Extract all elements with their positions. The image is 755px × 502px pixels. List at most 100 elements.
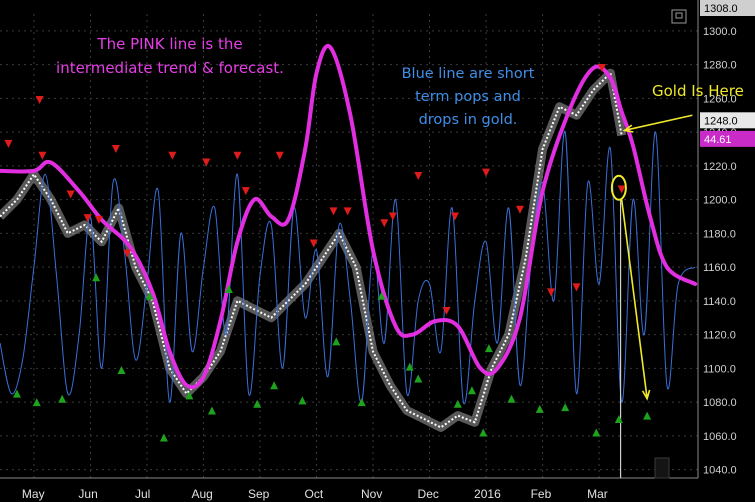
gold-position-note: Gold Is Here [652,82,744,100]
buy-marker [207,406,216,415]
sell-marker [241,187,250,196]
price-tag-indicator: 44.61 [704,134,732,146]
x-tick-label: Mar [587,487,608,501]
sell-marker [388,212,397,221]
sell-marker [617,185,626,194]
sell-marker [309,239,318,248]
y-tick-label: 1080.0 [703,397,737,409]
pink-trend-line [0,44,698,390]
sell-marker [4,139,13,148]
y-tick-label: 1060.0 [703,431,737,443]
x-tick-label: Dec [418,487,439,501]
price-tag-top-box [700,0,755,16]
buy-marker [332,337,341,346]
sell-marker [94,215,103,224]
y-tick-label: 1260.0 [703,93,737,105]
arrow-head [622,124,634,133]
buy-marker [117,366,126,375]
price-tag-current-box [700,112,755,129]
arrow-head [641,389,651,401]
price-tag-current: 1248.0 [704,115,738,127]
sell-marker [275,151,284,160]
buy-marker [467,386,476,395]
buy-marker [12,389,21,398]
buy-marker [32,398,41,407]
buy-marker [270,381,279,390]
buy-marker [479,428,488,437]
sell-marker [414,171,423,180]
y-tick-label: 1180.0 [703,228,736,240]
y-tick-label: 1300.0 [703,26,737,38]
x-tick-label: Oct [305,487,324,501]
y-tick-label: 1100.0 [703,363,736,375]
x-tick-label: Jul [135,487,150,501]
sell-marker [233,151,242,160]
sell-marker [343,207,352,216]
sell-marker [38,151,47,160]
buy-marker [507,394,516,403]
buy-marker [453,399,462,408]
gold-position-ellipse [610,174,627,201]
sell-marker [450,212,459,221]
buy-marker [405,362,414,371]
buy-marker [643,411,652,420]
y-tick-label: 1160.0 [703,262,736,274]
price-tag-indicator-box [700,130,755,147]
blue-line-note: Blue line are short term pops and drops … [401,66,535,128]
buy-marker [298,396,307,405]
x-tick-label: Nov [361,487,382,501]
x-tick-label: 2016 [474,487,501,501]
pink-line-note: The PINK line is the intermediate trend … [56,35,284,77]
sell-marker [597,63,606,72]
buy-marker [159,433,168,442]
y-tick-label: 1140.0 [703,296,736,308]
buy-marker [377,291,386,300]
buy-marker [224,285,233,294]
gold-pointer-arrow [624,114,693,132]
y-tick-label: 1120.0 [703,330,736,342]
buy-marker [92,273,101,282]
sell-marker [83,214,92,223]
x-tick-label: Aug [191,487,212,501]
buy-marker [561,403,570,412]
sell-marker [111,144,120,153]
buy-marker [185,391,194,400]
forecast-arrow [620,199,648,399]
sell-marker [66,190,75,199]
price-tag-top: 1308.0 [704,3,738,15]
x-tick-label: Sep [248,487,270,501]
buy-marker [357,398,366,407]
sell-marker [35,96,44,105]
sell-marker [329,207,338,216]
sell-marker [168,151,177,160]
restore-window-icon-inner [675,12,683,19]
y-tick-label: 1200.0 [703,195,737,207]
buy-marker [58,394,67,403]
y-tick-label: 1280.0 [703,60,737,72]
x-tick-label: May [22,487,45,501]
buy-marker [535,404,544,413]
sell-marker [482,168,491,177]
sell-marker [202,158,211,167]
x-tick-label: Jun [78,487,97,501]
y-tick-label: 1040.0 [703,465,737,477]
buy-marker [484,344,493,353]
x-tick-label: Feb [531,487,552,501]
buy-marker [414,374,423,383]
buy-marker [592,428,601,437]
sell-marker [123,249,132,258]
price-bars-line [0,72,623,429]
sell-marker [572,283,581,292]
buy-marker [145,291,154,300]
buy-marker [253,399,262,408]
restore-window-icon [671,9,687,24]
sell-marker [442,306,451,315]
buy-marker [614,414,623,423]
sell-marker [547,288,556,297]
sell-marker [380,219,389,228]
scroll-box [654,457,670,479]
sell-marker [515,205,524,214]
y-tick-label: 1220.0 [703,161,737,173]
